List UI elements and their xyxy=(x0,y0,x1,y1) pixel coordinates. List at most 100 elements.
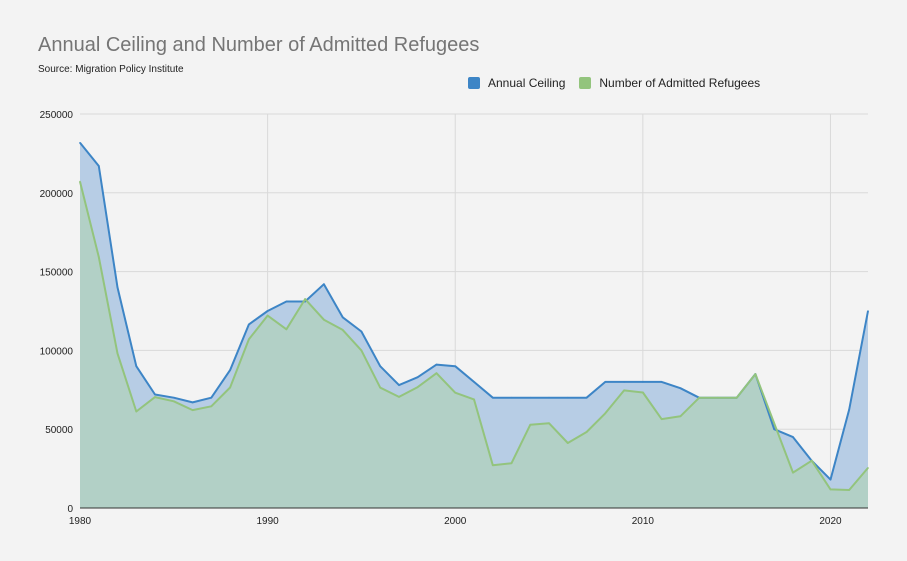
point-annual-ceiling-1982 xyxy=(116,286,119,289)
point-admitted-refugees-2001 xyxy=(473,398,475,401)
point-annual-ceiling-1995 xyxy=(360,330,363,333)
point-admitted-refugees-1998 xyxy=(416,386,419,388)
point-admitted-refugees-2013 xyxy=(698,397,700,399)
point-annual-ceiling-2007 xyxy=(585,396,588,399)
point-admitted-refugees-1985 xyxy=(173,400,175,403)
point-admitted-refugees-2010 xyxy=(642,391,644,394)
point-annual-ceiling-1994 xyxy=(341,316,344,319)
point-annual-ceiling-1988 xyxy=(229,369,231,371)
point-admitted-refugees-2018 xyxy=(792,471,794,474)
point-annual-ceiling-2010 xyxy=(642,381,644,383)
legend-swatch-annual-ceiling xyxy=(468,77,480,89)
point-annual-ceiling-2009 xyxy=(623,381,625,383)
point-admitted-refugees-2005 xyxy=(548,422,550,425)
point-annual-ceiling-2020 xyxy=(829,478,832,481)
point-annual-ceiling-1987 xyxy=(210,396,213,399)
point-admitted-refugees-2020 xyxy=(829,488,832,491)
point-admitted-refugees-1992 xyxy=(304,298,306,300)
point-annual-ceiling-2006 xyxy=(567,396,569,399)
y-tick-label: 0 xyxy=(67,504,73,515)
point-admitted-refugees-2019 xyxy=(810,459,813,462)
point-admitted-refugees-2015 xyxy=(735,397,738,399)
point-admitted-refugees-2004 xyxy=(529,423,532,426)
point-admitted-refugees-2009 xyxy=(623,389,625,392)
point-admitted-refugees-1987 xyxy=(210,405,213,408)
point-annual-ceiling-1983 xyxy=(135,365,138,368)
point-annual-ceiling-1998 xyxy=(416,376,419,379)
point-admitted-refugees-1995 xyxy=(360,349,363,352)
line-layer xyxy=(79,142,869,491)
point-admitted-refugees-1986 xyxy=(191,409,194,411)
point-annual-ceiling-1984 xyxy=(154,393,156,396)
point-annual-ceiling-2021 xyxy=(848,408,850,411)
point-annual-ceiling-2012 xyxy=(679,387,682,390)
point-admitted-refugees-2022 xyxy=(867,467,869,469)
point-admitted-refugees-1982 xyxy=(116,352,119,355)
point-admitted-refugees-2012 xyxy=(679,415,682,418)
x-tick-label: 2000 xyxy=(444,516,467,527)
point-admitted-refugees-2008 xyxy=(604,412,607,415)
chart-subtitle: Source: Migration Policy Institute xyxy=(38,64,184,75)
point-annual-ceiling-2002 xyxy=(492,396,494,399)
point-annual-ceiling-1991 xyxy=(285,300,288,303)
y-tick-label: 100000 xyxy=(40,346,74,357)
point-annual-ceiling-2001 xyxy=(473,381,475,383)
point-admitted-refugees-1981 xyxy=(98,256,100,258)
point-admitted-refugees-2014 xyxy=(717,396,719,399)
point-annual-ceiling-2005 xyxy=(548,396,550,399)
point-admitted-refugees-1997 xyxy=(398,396,400,398)
y-tick-label: 250000 xyxy=(40,110,74,121)
point-admitted-refugees-1996 xyxy=(379,386,382,389)
point-annual-ceiling-2008 xyxy=(604,381,607,383)
x-tick-label: 1980 xyxy=(69,516,92,527)
y-tick-label: 150000 xyxy=(40,268,74,279)
point-admitted-refugees-2007 xyxy=(585,431,588,433)
point-admitted-refugees-1993 xyxy=(323,318,325,321)
point-annual-ceiling-1993 xyxy=(323,283,325,286)
point-admitted-refugees-1989 xyxy=(248,338,250,341)
point-admitted-refugees-2016 xyxy=(754,373,757,375)
legend-label-annual-ceiling: Annual Ceiling xyxy=(488,76,566,90)
point-annual-ceiling-2022 xyxy=(867,310,869,312)
legend-label-admitted-refugees: Number of Admitted Refugees xyxy=(599,76,761,90)
legend-item-admitted-refugees: Number of Admitted Refugees xyxy=(579,76,760,90)
point-annual-ceiling-2018 xyxy=(792,436,794,438)
point-admitted-refugees-2017 xyxy=(773,422,775,425)
point-annual-ceiling-1980 xyxy=(79,142,81,144)
point-admitted-refugees-1980 xyxy=(79,180,81,183)
point-annual-ceiling-2011 xyxy=(660,381,663,383)
point-annual-ceiling-1997 xyxy=(398,384,400,386)
legend-item-annual-ceiling: Annual Ceiling xyxy=(468,76,565,90)
point-annual-ceiling-1996 xyxy=(379,365,382,368)
point-annual-ceiling-1999 xyxy=(435,363,438,366)
point-annual-ceiling-2017 xyxy=(773,428,775,431)
point-admitted-refugees-2002 xyxy=(492,464,494,467)
point-annual-ceiling-1990 xyxy=(266,310,269,312)
point-admitted-refugees-1988 xyxy=(229,386,231,389)
point-admitted-refugees-1999 xyxy=(435,372,438,375)
point-annual-ceiling-2004 xyxy=(529,396,532,399)
point-annual-ceiling-1986 xyxy=(191,401,194,404)
point-admitted-refugees-1983 xyxy=(135,410,138,413)
area-admitted-refugees xyxy=(80,181,868,508)
legend: Annual Ceiling Number of Admitted Refuge… xyxy=(468,76,774,90)
chart-title: Annual Ceiling and Number of Admitted Re… xyxy=(38,34,480,56)
point-admitted-refugees-1990 xyxy=(266,314,269,317)
point-annual-ceiling-1989 xyxy=(248,323,250,326)
axis-layer: 0 50000 100000 150000 200000 250000 1980 1990 20… xyxy=(40,110,868,527)
point-admitted-refugees-1984 xyxy=(154,396,156,398)
y-tick-label: 50000 xyxy=(45,425,73,436)
point-annual-ceiling-1981 xyxy=(98,165,100,167)
x-tick-label: 1990 xyxy=(256,516,279,527)
point-admitted-refugees-2003 xyxy=(510,462,513,465)
y-tick-label: 200000 xyxy=(40,189,74,200)
point-admitted-refugees-2011 xyxy=(660,418,663,420)
point-admitted-refugees-2000 xyxy=(454,391,457,394)
point-annual-ceiling-1985 xyxy=(173,396,175,399)
point-admitted-refugees-2006 xyxy=(567,442,569,444)
legend-swatch-admitted-refugees xyxy=(579,77,592,89)
point-annual-ceiling-2000 xyxy=(454,365,457,368)
x-tick-label: 2020 xyxy=(819,516,842,527)
x-tick-label: 2010 xyxy=(632,516,655,527)
